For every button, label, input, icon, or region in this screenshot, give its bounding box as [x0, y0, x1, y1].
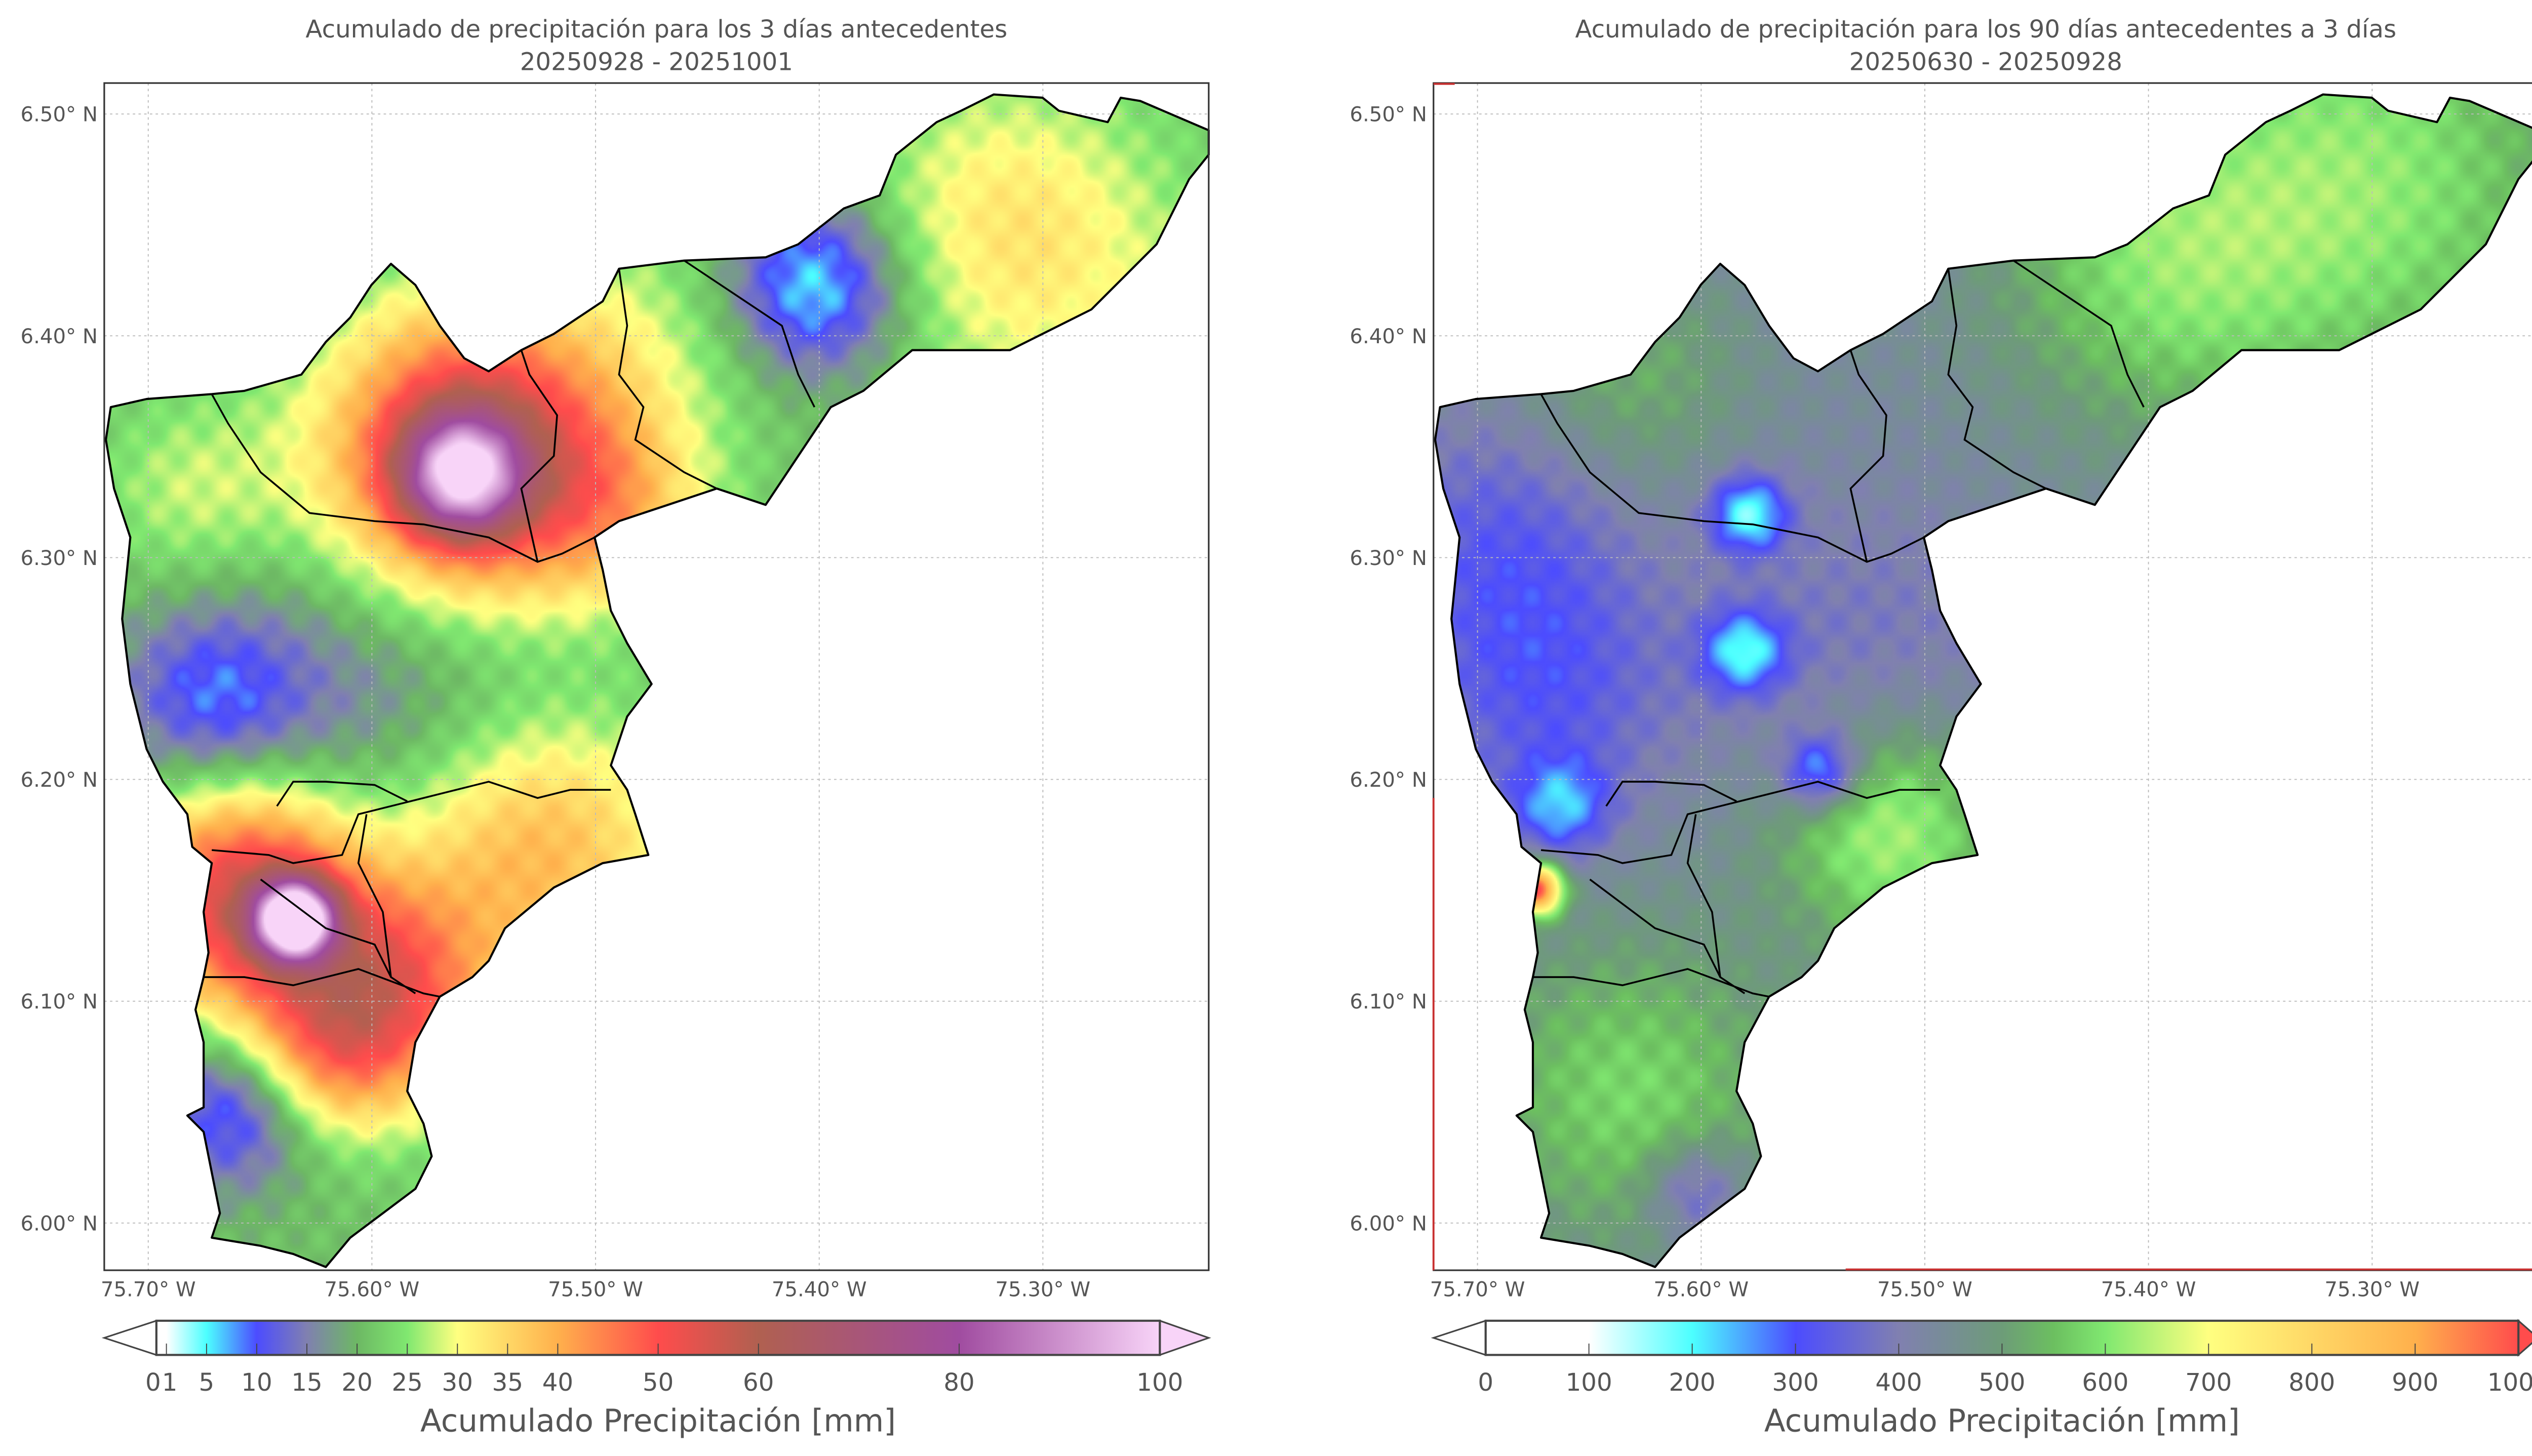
colorbar-tick-label: 25 [391, 1368, 422, 1397]
colorbar-tick-label: 500 [1979, 1368, 2025, 1397]
colorbar-tick-label: 20 [341, 1368, 372, 1397]
x-tick-label: 75.50° W [548, 1278, 643, 1302]
subbasin-boundary [276, 781, 408, 807]
axes-frame [1433, 82, 2532, 1271]
colorbar-tick-label: 200 [1669, 1368, 1716, 1397]
subbasin-boundary [1849, 350, 1887, 562]
y-tick-label: 6.00° N [21, 1212, 98, 1235]
colorbar-over-extension [1159, 1319, 1211, 1356]
y-tick-label: 6.10° N [21, 990, 98, 1014]
colorbar-tick-label: 700 [2185, 1368, 2232, 1397]
subbasin-boundary [1686, 814, 1721, 978]
colorbar-tick-label: 1 [162, 1368, 178, 1397]
colorbar-under-extension [101, 1319, 157, 1356]
colorbar-tick-label: 100 [1566, 1368, 1612, 1397]
subbasin-boundary [212, 781, 611, 864]
basin-outline [1434, 93, 2532, 1268]
colorbar-tick-label: 600 [2082, 1368, 2128, 1397]
panel-90-days: Acumulado de precipitación para los 90 d… [1350, 15, 2532, 1439]
colorbar-tick-label: 800 [2288, 1368, 2335, 1397]
subbasin-boundary [2012, 260, 2145, 408]
subbasin-boundary [1589, 878, 1746, 994]
precip-field-3-days [104, 83, 1209, 1271]
subbasin-boundary [1605, 781, 1737, 807]
y-tick-label: 6.10° N [1350, 990, 1427, 1014]
colorbar-tick-label: 0 [1478, 1368, 1493, 1397]
y-tick-label: 6.50° N [1350, 103, 1427, 127]
axes-frame [103, 82, 1210, 1271]
colorbar-tick-label: 10 [241, 1368, 272, 1397]
x-tick-label: 75.60° W [1653, 1278, 1749, 1302]
colorbar-tick-label: 15 [291, 1368, 322, 1397]
y-tick-label: 6.20° N [21, 769, 98, 792]
panel-subtitle: 20250630 - 20250928 [1849, 48, 2122, 76]
x-tick-label: 75.40° W [772, 1278, 867, 1302]
colorbar-tick-label: 30 [442, 1368, 473, 1397]
subbasin-boundary [211, 393, 595, 563]
panel-3-days: Acumulado de precipitación para los 3 dí… [21, 15, 1211, 1439]
subbasin-boundary [204, 968, 440, 998]
subbasin-boundary [684, 260, 815, 408]
subbasin-boundary [1947, 268, 2047, 490]
colorbar-tick-label: 900 [2392, 1368, 2438, 1397]
x-tick-label: 75.70° W [101, 1278, 196, 1302]
panel-subtitle: 20250928 - 20251001 [520, 48, 793, 76]
precip-field-90-days [1433, 83, 2532, 1271]
y-tick-label: 6.30° N [21, 547, 98, 570]
x-tick-label: 75.60° W [325, 1278, 420, 1302]
colorbar-tick-label: 50 [643, 1368, 674, 1397]
colorbar-under-extension [1431, 1319, 1487, 1356]
colorbar-tick-label: 400 [1875, 1368, 1922, 1397]
y-tick-label: 6.30° N [1350, 547, 1427, 570]
colorbar-tick-label: 1000 [2487, 1368, 2532, 1397]
y-tick-label: 6.00° N [1350, 1212, 1427, 1235]
subbasin-boundary [1540, 393, 1924, 563]
x-tick-label: 75.30° W [996, 1278, 1091, 1302]
y-tick-label: 6.50° N [21, 103, 98, 127]
basin-outline [105, 93, 1210, 1268]
y-tick-label: 6.20° N [1350, 769, 1427, 792]
colorbar-tick-label: 60 [743, 1368, 774, 1397]
x-tick-label: 75.50° W [1877, 1278, 1972, 1302]
colorbar-tick-label: 0 [145, 1368, 161, 1397]
subbasin-boundary [520, 350, 558, 562]
colorbar-label: Acumulado Precipitación [mm] [1764, 1403, 2240, 1439]
colorbar-tick-label: 35 [492, 1368, 523, 1397]
subbasin-boundary [618, 268, 718, 490]
subbasin-boundary [1533, 968, 1769, 998]
subbasin-boundary [357, 814, 392, 978]
panel-title: Acumulado de precipitación para los 3 dí… [305, 15, 1007, 44]
colorbar-label: Acumulado Precipitación [mm] [420, 1403, 896, 1439]
colorbar-tick-label: 5 [199, 1368, 215, 1397]
x-tick-label: 75.70° W [1430, 1278, 1525, 1302]
colorbar-tick-label: 80 [943, 1368, 974, 1397]
panel-title: Acumulado de precipitación para los 90 d… [1575, 15, 2396, 44]
x-tick-label: 75.40° W [2101, 1278, 2196, 1302]
colorbar-tick-label: 100 [1136, 1368, 1183, 1397]
subbasin-boundary [260, 878, 416, 994]
colorbar-tick-label: 300 [1772, 1368, 1819, 1397]
subbasin-boundary [1540, 781, 1941, 864]
colorbar-tick-label: 40 [542, 1368, 573, 1397]
y-tick-label: 6.40° N [1350, 325, 1427, 348]
y-tick-label: 6.40° N [21, 325, 98, 348]
colorbar-over-extension [2517, 1319, 2532, 1357]
x-tick-label: 75.30° W [2324, 1278, 2420, 1302]
